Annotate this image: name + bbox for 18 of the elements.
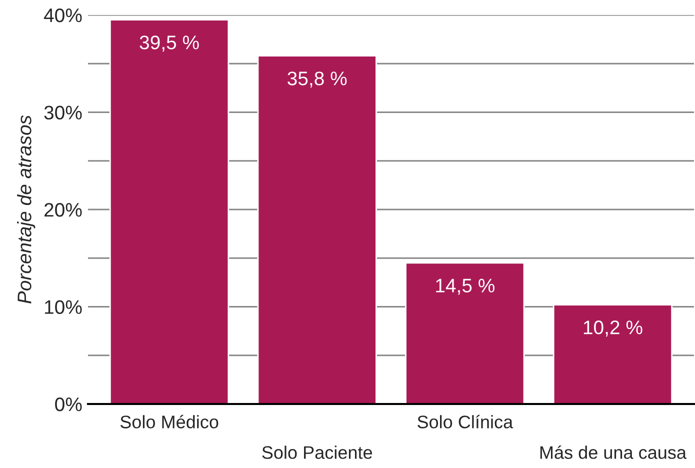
data-label: 10,2 % [584, 320, 642, 337]
y-tick-label: 30% [44, 106, 82, 120]
bar [405, 262, 525, 404]
bar [552, 304, 673, 404]
data-label: 35,8 % [288, 72, 347, 88]
x-tick-label: Solo Paciente [262, 446, 372, 459]
y-axis-title: Porcentaje de atrasos [17, 115, 36, 304]
x-tick-label: Más de una causa [540, 445, 686, 459]
y-tick-label: 40% [44, 8, 82, 22]
bar [109, 19, 230, 404]
x-tick-label: Solo Clínica [418, 414, 514, 428]
y-tick-label: 10% [45, 300, 82, 314]
x-tick-label: Solo Médico [120, 414, 218, 428]
data-label: 39,5 % [140, 36, 199, 52]
bar [257, 55, 377, 404]
y-tick-label: 20% [44, 202, 82, 217]
data-label: 14,5 % [436, 278, 494, 295]
y-tick-label: 0% [55, 397, 82, 412]
